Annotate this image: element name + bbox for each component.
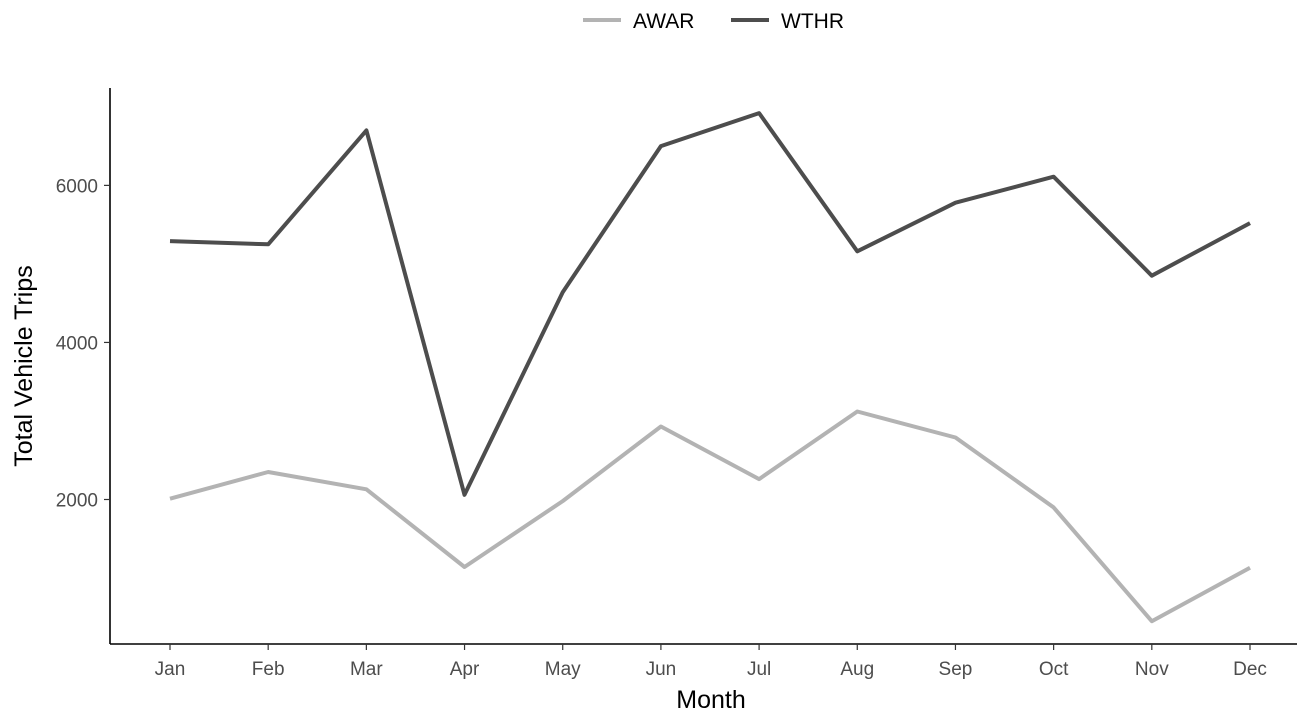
data-point-awar-aug bbox=[855, 410, 859, 414]
data-point-wthr-jan bbox=[168, 239, 172, 243]
x-tick-label-oct: Oct bbox=[1039, 659, 1069, 680]
data-point-wthr-may bbox=[561, 290, 565, 294]
data-point-awar-jul bbox=[757, 477, 761, 481]
data-point-awar-jan bbox=[168, 497, 172, 501]
x-tick-label-nov: Nov bbox=[1135, 659, 1169, 680]
data-point-wthr-jul bbox=[757, 111, 761, 115]
legend-label-wthr: WTHR bbox=[781, 10, 844, 33]
data-point-wthr-feb bbox=[266, 242, 270, 246]
y-axis-title: Total Vehicle Trips bbox=[10, 265, 38, 467]
x-tick-label-mar: Mar bbox=[350, 659, 383, 680]
y-axis-ticks: 2000 4000 6000 bbox=[56, 176, 110, 512]
series-layer bbox=[168, 111, 1252, 624]
x-axis-title: Month bbox=[676, 686, 745, 712]
x-tick-label-dec: Dec bbox=[1233, 659, 1267, 680]
data-point-awar-jun bbox=[659, 425, 663, 429]
data-point-awar-dec bbox=[1248, 566, 1252, 570]
data-point-wthr-apr bbox=[463, 493, 467, 497]
x-tick-label-sep: Sep bbox=[939, 659, 973, 680]
data-point-awar-may bbox=[561, 499, 565, 503]
data-point-awar-mar bbox=[364, 487, 368, 491]
data-point-wthr-dec bbox=[1248, 221, 1252, 225]
x-tick-label-may: May bbox=[545, 659, 581, 680]
data-point-wthr-mar bbox=[364, 128, 368, 132]
data-point-wthr-jun bbox=[659, 144, 663, 148]
data-point-awar-oct bbox=[1052, 505, 1056, 509]
x-tick-label-jul: Jul bbox=[747, 659, 771, 680]
x-axis-ticks: Jan Feb Mar Apr May Jun Jul Aug Sep Oct Nov Dec bbox=[155, 644, 1267, 680]
series-line-awar bbox=[169, 409, 1251, 624]
y-tick-label: 4000 bbox=[56, 333, 98, 354]
y-tick-label: 2000 bbox=[56, 491, 98, 512]
legend-label-awar: AWAR bbox=[633, 10, 694, 33]
data-point-awar-sep bbox=[954, 436, 958, 440]
data-point-wthr-nov bbox=[1150, 274, 1154, 278]
legend: AWAR WTHR bbox=[583, 10, 844, 33]
data-point-awar-apr bbox=[463, 565, 467, 569]
x-tick-label-jan: Jan bbox=[155, 659, 186, 680]
series-line-wthr bbox=[169, 111, 1251, 497]
x-tick-label-jun: Jun bbox=[646, 659, 677, 680]
y-tick-label: 6000 bbox=[56, 176, 98, 197]
x-tick-label-apr: Apr bbox=[450, 659, 480, 680]
x-tick-label-aug: Aug bbox=[840, 659, 874, 680]
data-point-wthr-aug bbox=[855, 249, 859, 253]
data-point-awar-nov bbox=[1150, 619, 1154, 623]
data-point-wthr-oct bbox=[1052, 175, 1056, 179]
x-tick-label-feb: Feb bbox=[252, 659, 285, 680]
data-point-wthr-sep bbox=[954, 201, 958, 205]
data-point-awar-feb bbox=[266, 470, 270, 474]
